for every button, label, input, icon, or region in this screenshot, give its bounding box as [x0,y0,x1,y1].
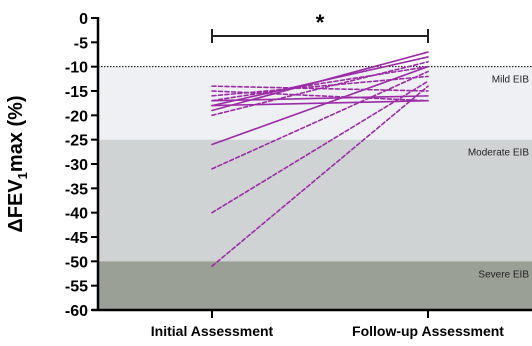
band-label-moderate-eib: Moderate EIB [468,148,529,159]
series-line-13 [211,85,429,268]
y-axis-label-prefix: ΔFEV [5,179,27,233]
x-tick-label: Initial Assessment [151,323,274,339]
series-line-11 [211,70,429,170]
y-tick-label: -5 [74,35,88,52]
band-label-mild-eib: Mild EIB [492,75,530,86]
y-tick-label: -55 [65,279,88,296]
severity-bands [98,66,532,310]
y-axis-label: ΔFEV1max (%) [5,95,30,232]
y-tick-label: -30 [65,157,88,174]
x-tick-label: Follow-up Assessment [352,323,504,339]
significance-bracket: * [211,10,429,43]
y-tick-label: -15 [65,84,88,101]
series-line-6 [211,85,429,92]
y-tick-label: -10 [65,60,88,77]
y-tick-label: -50 [65,254,88,271]
severity-band-labels: Mild EIB Moderate EIB Severe EIB [468,75,529,281]
band-label-severe-eib: Severe EIB [478,269,529,280]
y-ticks: 0 -5 -10 -15 -20 -25 -30 -35 -40 -45 -50 -55 -60 [65,11,98,320]
y-tick-label: 0 [79,11,88,28]
y-tick-label: -60 [65,303,88,320]
series-line-12 [211,80,429,214]
y-tick-label: -35 [65,181,88,198]
band-severe-eib [98,261,532,310]
series-line-4 [211,65,429,102]
y-tick-label: -20 [65,108,88,125]
band-moderate-eib [98,139,532,262]
y-tick-label: -40 [65,206,88,223]
series-line-10 [211,99,429,107]
significance-star: * [316,10,325,35]
y-axis-label-suffix: max (%) [5,95,27,172]
series-line-2 [211,56,429,107]
x-ticks: Initial Assessment Follow-up Assessment [151,310,504,339]
series-line-9 [211,95,429,102]
series-line-8 [211,75,429,97]
y-tick-label: -25 [65,133,88,150]
series-line-5 [211,65,429,146]
series-lines [211,51,429,268]
y-axis-label-subscript: 1 [15,172,30,179]
y-tick-label: -45 [65,230,88,247]
